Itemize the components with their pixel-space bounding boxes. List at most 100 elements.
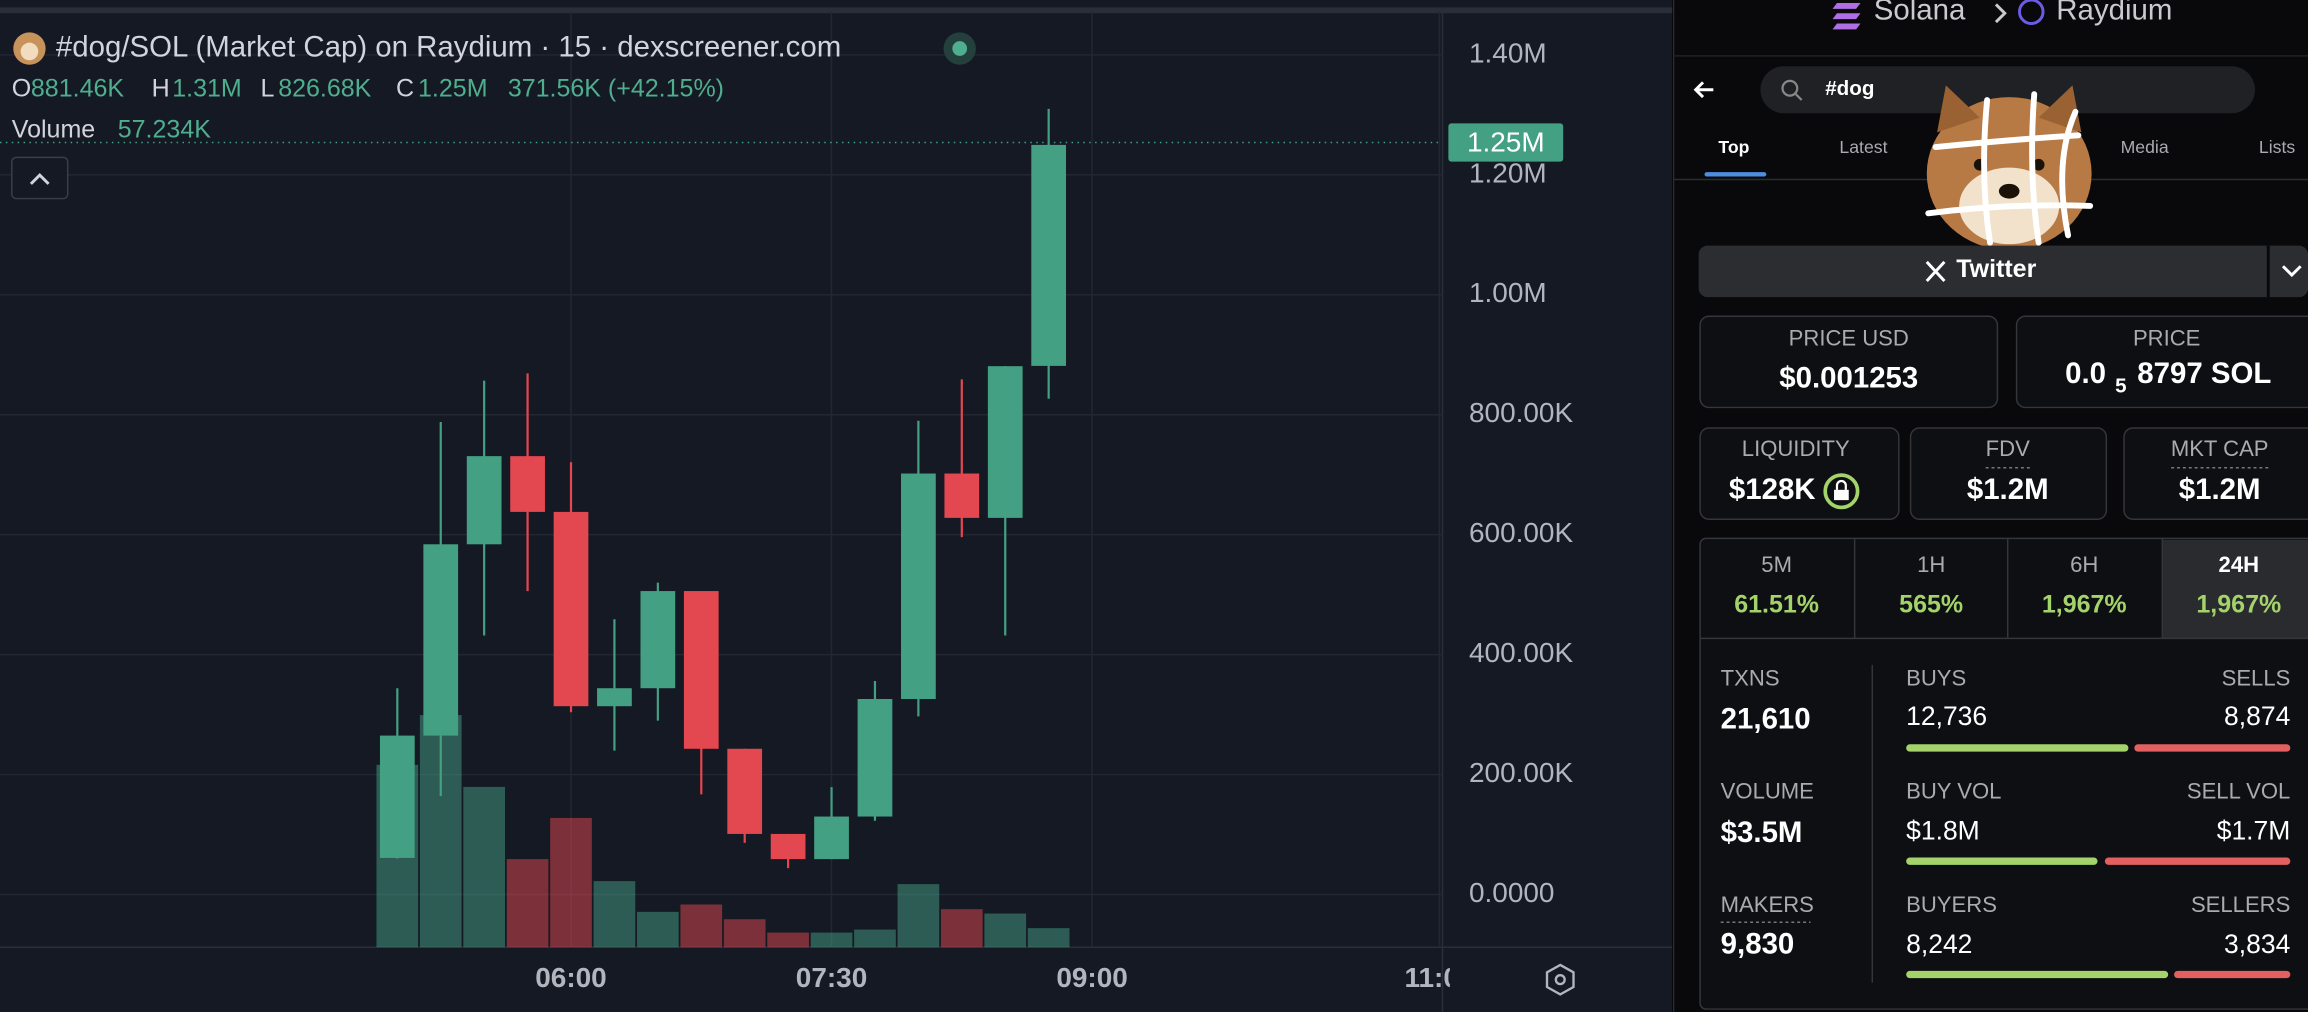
y-tick-label: 200.00K bbox=[1469, 757, 1573, 788]
card-value: $128K bbox=[1729, 473, 1816, 506]
tabs: Top Latest Media Lists bbox=[1718, 137, 2295, 157]
splits: BUYS SELLS 12,736 8,874 BUY VOL SELL VOL… bbox=[1906, 665, 2291, 979]
collapse-icon bbox=[29, 172, 50, 185]
total-value: $3.5M bbox=[1721, 816, 1803, 849]
breadcrumb-dex[interactable]: Raydium bbox=[2056, 0, 2172, 27]
total-label: MAKERS bbox=[1721, 892, 1814, 917]
split-label: SELLS bbox=[2222, 665, 2291, 690]
split-label: BUY VOL bbox=[1906, 779, 2001, 804]
dog-ears bbox=[1937, 85, 2082, 133]
candle-body bbox=[770, 833, 806, 860]
tab[interactable]: Lists bbox=[2259, 137, 2295, 157]
dog-nose bbox=[1998, 183, 2020, 199]
axes: 0.0000 200.00K 400.00K 600.00K 800.00K 1.00M 1… bbox=[0, 37, 1573, 993]
buy-bar bbox=[1906, 857, 2098, 865]
split-label: SELL VOL bbox=[2187, 779, 2290, 804]
top-bar bbox=[0, 7, 1673, 14]
x-tick-label: 07:30 bbox=[796, 962, 867, 993]
legend-key: O bbox=[12, 74, 31, 102]
candle-body bbox=[1031, 144, 1067, 366]
legend-value: 881.46K bbox=[31, 74, 124, 102]
period-change[interactable]: 1,967% bbox=[2042, 591, 2127, 619]
period-label[interactable]: 6H bbox=[2070, 552, 2098, 577]
period-changes: 5M 61.51% 1H 565% 6H 1,967% 24H 1,967% bbox=[1734, 552, 2281, 618]
last-price-box bbox=[1448, 123, 1564, 162]
card-value: $1.2M bbox=[2179, 473, 2261, 506]
volume-bar bbox=[984, 913, 1027, 948]
legend-change: 371.56K (+42.15%) bbox=[508, 74, 724, 102]
total-value: 21,610 bbox=[1721, 703, 1811, 736]
search-icon bbox=[1781, 79, 1799, 97]
period-change[interactable]: 565% bbox=[1899, 591, 1963, 619]
social-link[interactable]: Twitter bbox=[1956, 255, 2036, 283]
sell-bar bbox=[2104, 857, 2291, 865]
candle-series bbox=[379, 108, 1067, 869]
dog-scribble bbox=[1925, 91, 2094, 246]
back-button[interactable] bbox=[1693, 81, 1714, 99]
y-tick-label: 1.00M bbox=[1469, 277, 1547, 308]
search-box[interactable] bbox=[1760, 66, 2256, 114]
stat-card bbox=[2123, 427, 2308, 520]
card-label: PRICE bbox=[2133, 326, 2200, 351]
y-tick-label: 800.00K bbox=[1469, 397, 1573, 428]
candle-body bbox=[857, 699, 893, 817]
breadcrumb-chain[interactable]: Solana bbox=[1874, 0, 1966, 27]
stat-card bbox=[1699, 427, 1900, 520]
token-icon-face bbox=[20, 42, 39, 61]
volume-bar bbox=[463, 786, 506, 948]
lock-body bbox=[1834, 489, 1849, 501]
period-change[interactable]: 61.51% bbox=[1734, 591, 1819, 619]
volume-bar bbox=[897, 884, 940, 948]
raydium-icon bbox=[2018, 0, 2045, 26]
tab[interactable]: Latest bbox=[1839, 137, 1887, 157]
stat-card bbox=[1909, 427, 2108, 520]
volume-bar bbox=[767, 932, 809, 948]
grid bbox=[0, 11, 1443, 948]
y-tick-label: 1.40M bbox=[1469, 37, 1547, 68]
tab-underline bbox=[1704, 172, 1767, 177]
search-query[interactable]: #dog bbox=[1825, 77, 1874, 100]
y-tick-label: 0.0000 bbox=[1469, 877, 1554, 908]
split-value: 8,874 bbox=[2224, 701, 2290, 731]
dropdown-icon[interactable] bbox=[2281, 265, 2302, 278]
candle-body bbox=[553, 511, 589, 707]
collapse-button[interactable] bbox=[11, 156, 69, 200]
period-change[interactable]: 1,967% bbox=[2196, 591, 2281, 619]
legend-key: L bbox=[261, 74, 275, 102]
legend-value: 1.25M bbox=[418, 74, 488, 102]
settings-button[interactable] bbox=[1545, 963, 1575, 996]
split-value: 8,242 bbox=[1906, 929, 1972, 959]
search-icon-handle bbox=[1794, 93, 1803, 101]
candle-body bbox=[379, 735, 415, 858]
split-value: $1.8M bbox=[1906, 816, 1980, 846]
card-label: MKT CAP bbox=[2171, 436, 2269, 461]
y-tick-label: 400.00K bbox=[1469, 637, 1573, 668]
period-label[interactable]: 24H bbox=[2219, 552, 2259, 577]
volume-bar bbox=[680, 904, 723, 948]
candle-body bbox=[814, 816, 849, 860]
price-usd-card bbox=[1699, 315, 1999, 409]
period-label[interactable]: 1H bbox=[1917, 552, 1945, 577]
card-label: PRICE USD bbox=[1789, 326, 1909, 351]
candle-body bbox=[640, 591, 676, 689]
breadcrumb-separator bbox=[1994, 3, 2007, 24]
ohlc-legend: O 881.46K H 1.31M L 826.68K C 1.25M 371.… bbox=[12, 74, 724, 143]
candle-body bbox=[987, 366, 1023, 518]
x-tick-label: 11:00 bbox=[1404, 962, 1474, 993]
candle-body bbox=[466, 456, 502, 545]
totals: TXNS 21,610 VOLUME $3.5M MAKERS 9,830 bbox=[1721, 665, 1814, 960]
period-label[interactable]: 5M bbox=[1761, 552, 1792, 577]
split-value: 12,736 bbox=[1906, 701, 1987, 731]
card-value: $1.2M bbox=[1967, 473, 2049, 506]
tab[interactable]: Media bbox=[2121, 137, 2169, 157]
candle-body bbox=[727, 748, 763, 834]
x-axis: 06:00 07:30 09:00 11:00 bbox=[535, 962, 1474, 993]
candle-body bbox=[423, 544, 459, 736]
total-value: 9,830 bbox=[1721, 928, 1795, 961]
card-value: 0.0 bbox=[2065, 357, 2106, 390]
card-value: $0.001253 bbox=[1779, 361, 1918, 394]
tab[interactable]: Top bbox=[1718, 137, 1749, 157]
social-button[interactable] bbox=[1698, 245, 2308, 298]
